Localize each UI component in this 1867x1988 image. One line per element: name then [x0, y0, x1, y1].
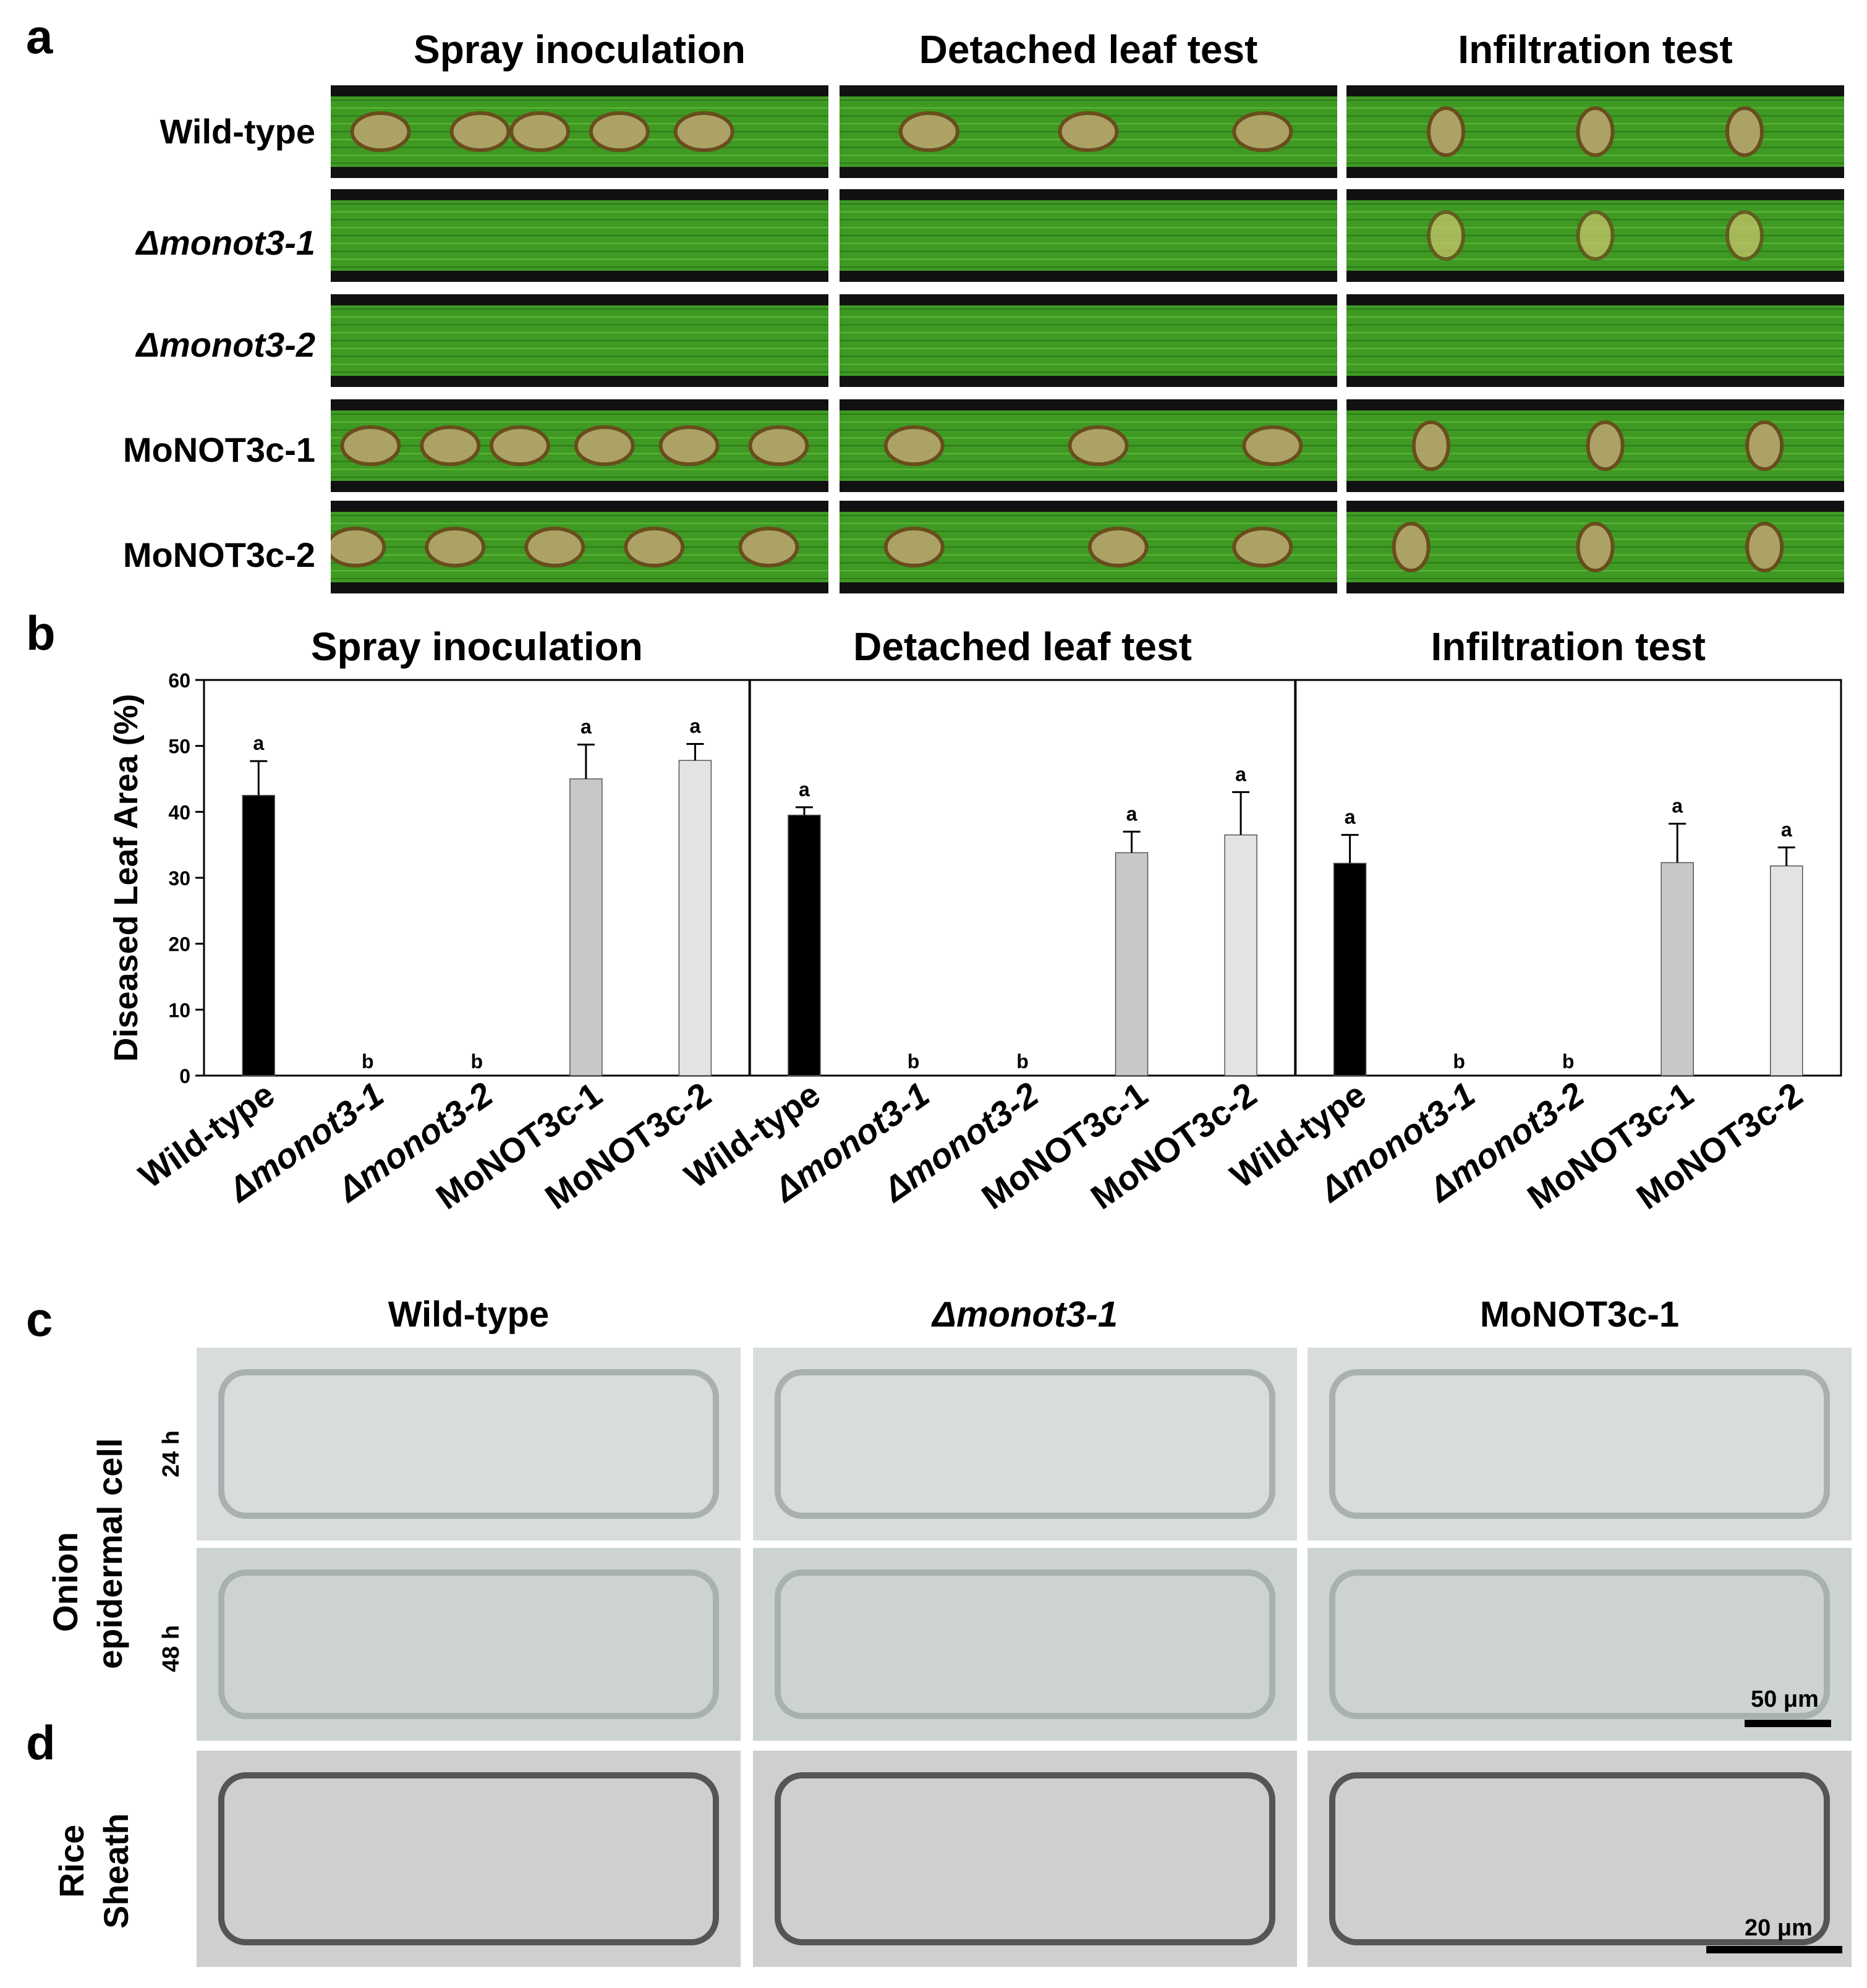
- onion-micrograph-48h: [1308, 1548, 1852, 1741]
- panel-a-row-label-monot3c-2: MoNOT3c-2: [122, 535, 315, 574]
- leaf-image: [1346, 85, 1844, 178]
- leaf-image: [331, 399, 828, 492]
- diseased-leaf-area-chart: 0 10 20 30 40 50 60 Diseased Leaf Area (%) Spray…: [108, 624, 1842, 1217]
- leaf-image: [331, 501, 828, 593]
- panel-c-time-48h: 48 h: [158, 1625, 184, 1672]
- panel-d-side-label-line1: Rice: [52, 1824, 91, 1898]
- panel-c-col-title-monot3-1: Δmonot3-1: [932, 1294, 1118, 1335]
- panel-letter-a: a: [26, 9, 53, 64]
- significance-letter: a: [1126, 802, 1138, 825]
- panel-a-col-title-spray: Spray inoculation: [414, 27, 746, 72]
- leaf-image: [840, 294, 1337, 387]
- leaf-image: [840, 399, 1337, 492]
- panel-d-scale-label: 20 μm: [1745, 1915, 1813, 1941]
- panel-letter-c: c: [26, 1292, 53, 1346]
- significance-letter: a: [1235, 763, 1246, 785]
- leaf-image: [840, 85, 1337, 178]
- chart-group-title: Infiltration test: [1431, 624, 1705, 669]
- significance-letter: a: [799, 778, 810, 801]
- significance-letter: a: [1345, 806, 1356, 828]
- y-tick-label: 20: [168, 933, 190, 956]
- panel-c-time-24h: 24 h: [158, 1430, 184, 1477]
- leaf-image: [1346, 294, 1844, 387]
- y-tick-label: 40: [168, 801, 190, 823]
- leaf-image: [331, 294, 828, 387]
- panel-c-scale-bar: [1745, 1720, 1831, 1727]
- panel-a-col-title-infiltration: Infiltration test: [1458, 27, 1733, 72]
- leaf-image: [1346, 189, 1844, 282]
- panel-a-row-label-wildtype: Wild-type: [159, 112, 315, 151]
- panel-a-row-label-monot3-2: Δmonot3-2: [136, 325, 315, 364]
- chart-group-title: Spray inoculation: [311, 624, 643, 669]
- bar: [1333, 862, 1367, 1076]
- bar: [569, 778, 603, 1076]
- chart-group-title: Detached leaf test: [853, 624, 1192, 669]
- panel-c-side-label-line1: Onion: [46, 1532, 85, 1632]
- rice-sheath-micrograph: [1308, 1751, 1852, 1967]
- bar: [1224, 834, 1257, 1076]
- bar: [788, 814, 821, 1076]
- panel-c-side-label-line2: epidermal cell: [90, 1438, 129, 1669]
- panel-a-row-label-monot3-1: Δmonot3-1: [136, 223, 315, 262]
- chart-frame: [203, 679, 1842, 1077]
- leaf-image: [840, 189, 1337, 282]
- y-tick-label: 30: [168, 867, 190, 890]
- significance-letter: a: [253, 732, 264, 754]
- significance-letter: a: [1781, 818, 1792, 841]
- significance-letter: a: [581, 716, 592, 738]
- leaf-image: [331, 85, 828, 178]
- bar: [1115, 852, 1149, 1076]
- significance-letter: b: [471, 1050, 483, 1073]
- panel-c-col-title-wildtype: Wild-type: [388, 1294, 550, 1335]
- panel-c-scale-label: 50 μm: [1751, 1686, 1819, 1712]
- leaf-image: [1346, 399, 1844, 492]
- leaf-image: [331, 189, 828, 282]
- bar: [1661, 862, 1694, 1076]
- onion-micrograph-48h: [753, 1548, 1297, 1741]
- y-tick-label: 0: [179, 1065, 190, 1087]
- panel-d-side-label-line2: Sheath: [96, 1813, 135, 1929]
- y-tick-label: 50: [168, 736, 190, 758]
- significance-letter: b: [1562, 1050, 1575, 1073]
- significance-letter: b: [362, 1050, 374, 1073]
- significance-letter: b: [1453, 1050, 1465, 1073]
- leaf-image: [840, 501, 1337, 593]
- y-tick-label: 10: [168, 999, 190, 1021]
- rice-sheath-micrograph: [753, 1751, 1297, 1967]
- y-axis-label: Diseased Leaf Area (%): [108, 694, 145, 1061]
- bar: [242, 794, 276, 1076]
- panel-c-col-title-monot3c-1: MoNOT3c-1: [1479, 1294, 1680, 1335]
- onion-micrograph-24h: [753, 1348, 1297, 1540]
- y-tick-label: 60: [168, 669, 190, 692]
- leaf-image: [1346, 501, 1844, 593]
- onion-micrograph-24h: [1308, 1348, 1852, 1540]
- onion-micrograph-48h: [197, 1548, 741, 1741]
- significance-letter: b: [908, 1050, 920, 1073]
- bar: [678, 760, 712, 1076]
- onion-micrograph-24h: [197, 1348, 741, 1540]
- significance-letter: a: [690, 715, 701, 737]
- rice-sheath-micrograph: [197, 1751, 741, 1967]
- panel-a-row-label-monot3c-1: MoNOT3c-1: [122, 430, 315, 469]
- significance-letter: a: [1672, 795, 1683, 817]
- panel-letter-b: b: [26, 606, 56, 660]
- panel-a-col-title-detached: Detached leaf test: [919, 27, 1258, 72]
- panel-d-scale-bar: [1706, 1946, 1842, 1953]
- bar: [1769, 865, 1803, 1076]
- significance-letter: b: [1016, 1050, 1029, 1073]
- panel-letter-d: d: [26, 1715, 56, 1770]
